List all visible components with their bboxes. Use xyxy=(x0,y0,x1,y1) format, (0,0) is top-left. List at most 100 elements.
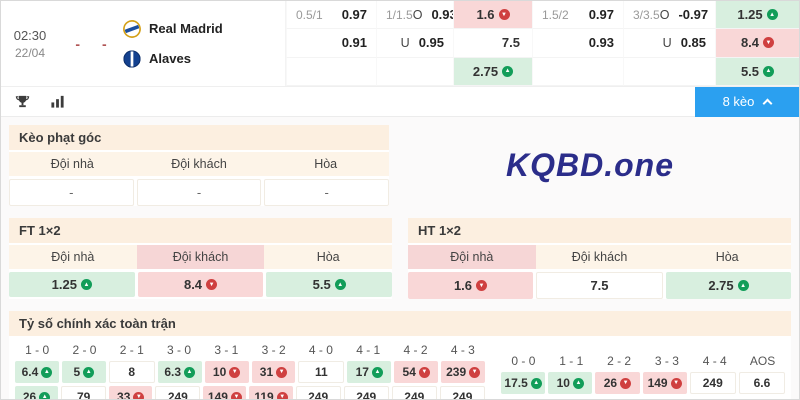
over-label: O xyxy=(659,7,670,22)
1x2a-home-odd: 1.6 ▼ xyxy=(453,1,532,30)
empty-cell xyxy=(376,57,453,86)
home-team-name: Real Madrid xyxy=(149,21,223,36)
ou2-over-odd: -0.97 xyxy=(678,7,709,23)
header-away: Đội khách xyxy=(535,245,664,269)
ht-1x2-panel: HT 1×2 Đội nhà Đội khách Hòa 1.6 ▼ 7.5 2.… xyxy=(408,218,792,299)
1x2b-draw-odd: 5.5 ▲ xyxy=(715,57,799,86)
ht-draw-odd: 2.75 ▲ xyxy=(666,272,791,299)
header-home-highlighted: Đội nhà xyxy=(408,245,536,269)
ft-panel-title: FT 1×2 xyxy=(9,218,392,243)
score-header: 3 - 2 xyxy=(261,343,286,357)
trophy-icon[interactable] xyxy=(15,94,30,109)
score-header: 2 - 0 xyxy=(72,343,97,357)
handicap2-away-cell: 0.93 xyxy=(532,29,623,58)
header-draw: Hòa xyxy=(264,245,393,269)
odds-up-icon: ▲ xyxy=(737,280,749,291)
score-odd: 119 ▼ xyxy=(249,386,293,399)
score-table-main: 1 - 0 2 - 0 2 - 1 3 - 0 3 - 1 3 - 2 4 - 0 4 - 1… xyxy=(15,342,486,399)
odds-down-icon: ▼ xyxy=(763,37,775,49)
home-team-row[interactable]: Real Madrid xyxy=(123,19,285,38)
1x2a-draw-odd: 2.75 ▲ xyxy=(453,57,532,86)
toolbar: 8 kèo xyxy=(1,86,799,117)
score-odd: 149 ▼ xyxy=(642,372,687,394)
odds-up-icon: ▲ xyxy=(371,366,383,378)
keo-count-button[interactable]: 8 kèo xyxy=(695,86,799,117)
away-team-row[interactable]: Alaves xyxy=(123,49,285,68)
1x2b-away-odd: 8.4 ▼ xyxy=(715,29,799,58)
score-odd: 149 ▼ xyxy=(203,386,247,399)
under-label: U xyxy=(400,35,410,50)
odds-down-icon: ▼ xyxy=(670,377,682,389)
score-odd: 54 ▼ xyxy=(394,361,439,383)
correct-score-panel: Tỷ số chính xác toàn trận 1 - 0 2 - 0 2 - … xyxy=(9,311,791,399)
odds-up-icon: ▲ xyxy=(502,65,514,77)
odds-up-icon: ▲ xyxy=(334,279,346,290)
ou1-line: 1/1.5 xyxy=(386,7,413,22)
header-home: Đội nhà xyxy=(9,152,136,176)
corner-odds-panel: Kèo phạt góc Đội nhà Đội khách Hòa - - - xyxy=(9,125,390,206)
odds-up-icon: ▲ xyxy=(41,366,53,378)
score-header: 4 - 2 xyxy=(403,343,428,357)
handicap1-line: 0.5/1 xyxy=(296,7,323,22)
handicap2-line: 1.5/2 xyxy=(542,7,569,22)
odds-down-icon: ▼ xyxy=(418,366,430,378)
under-label: U xyxy=(662,35,672,50)
score-odd: 10 ▲ xyxy=(548,372,593,394)
header-away: Đội khách xyxy=(135,152,263,176)
ft-1x2-panel: FT 1×2 Đội nhà Đội khách Hòa 1.25 ▲ 8.4 ▼ … xyxy=(9,218,393,299)
ft-draw-odd: 5.5 ▲ xyxy=(266,272,393,297)
score-header: 2 - 2 xyxy=(607,354,632,368)
score-odd: 31 ▼ xyxy=(251,361,296,383)
score-odd: 239 ▼ xyxy=(441,361,486,383)
score-header: 3 - 3 xyxy=(654,354,679,368)
header-home: Đội nhà xyxy=(9,245,137,269)
odds-up-icon: ▲ xyxy=(83,366,95,378)
ft-away-odd: 8.4 ▼ xyxy=(137,272,264,297)
odds-up-icon: ▲ xyxy=(766,9,778,21)
score-odd: 6.3 ▲ xyxy=(157,361,202,383)
score-odd: 79 xyxy=(61,386,107,399)
corner-draw-odd: - xyxy=(264,179,390,206)
score-odd: 33 ▼ xyxy=(109,386,153,399)
handicap1-home-odd: 0.97 xyxy=(341,7,367,23)
score-odd: 249 xyxy=(689,372,736,394)
ou1-over-cell: 1/1.5 O 0.93 xyxy=(376,1,457,30)
score-odd: 10 ▼ xyxy=(204,361,249,383)
home-score: - xyxy=(75,35,80,52)
stats-bars-icon[interactable] xyxy=(50,94,65,109)
ht-home-odd: 1.6 ▼ xyxy=(408,272,533,299)
odds-up-icon: ▲ xyxy=(763,65,775,77)
odds-up-icon: ▲ xyxy=(80,279,92,290)
score-odd: 249 xyxy=(295,386,341,399)
1x2b-home-odd: 1.25 ▲ xyxy=(715,1,799,30)
score-odd: 249 xyxy=(439,386,485,399)
ht-panel-title: HT 1×2 xyxy=(408,218,791,243)
odds-down-icon: ▼ xyxy=(469,366,481,378)
score-odd: 6.6 xyxy=(738,372,786,394)
kickoff-time: 02:30 xyxy=(13,27,47,43)
over-label: O xyxy=(412,7,423,22)
ft-home-odd: 1.25 ▲ xyxy=(9,272,135,297)
score-odd: 8 xyxy=(108,361,155,383)
content: Kèo phạt góc Đội nhà Đội khách Hòa - - -… xyxy=(1,117,799,399)
score-header: 4 - 0 xyxy=(308,343,333,357)
away-team-name: Alaves xyxy=(149,51,191,66)
ht-panel-headers: Đội nhà Đội khách Hòa xyxy=(408,245,792,269)
ft-panel-values: 1.25 ▲ 8.4 ▼ 5.5 ▲ xyxy=(9,269,393,297)
match-date: 22/04 xyxy=(14,45,46,60)
odds-down-icon: ▼ xyxy=(498,9,510,21)
score-table-draws: 0 - 0 1 - 1 2 - 2 3 - 3 4 - 4 AOS 17.5 ▲ 10 ▲ 26 ▼ 1… xyxy=(501,342,786,399)
handicap1-away-cell: 0.91 xyxy=(286,29,376,58)
1x2a-away-odd: 7.5 xyxy=(453,29,532,58)
odds-down-icon: ▼ xyxy=(276,366,288,378)
kqbd-logo: KQBD.one xyxy=(506,147,674,183)
score-header: 3 - 0 xyxy=(167,343,192,357)
handicap1-away-odd: 0.91 xyxy=(341,35,367,51)
corner-home-odd: - xyxy=(9,179,134,206)
ou2-under-odd: 0.85 xyxy=(680,35,706,51)
score-odd: 249 xyxy=(155,386,201,399)
odds-grid: 0.5/1 0.97 1/1.5 O 0.93 1.6 ▼ 1.5/2 0.97 … xyxy=(285,1,799,86)
odds-down-icon: ▼ xyxy=(276,391,288,399)
odds-up-icon: ▲ xyxy=(572,377,584,389)
